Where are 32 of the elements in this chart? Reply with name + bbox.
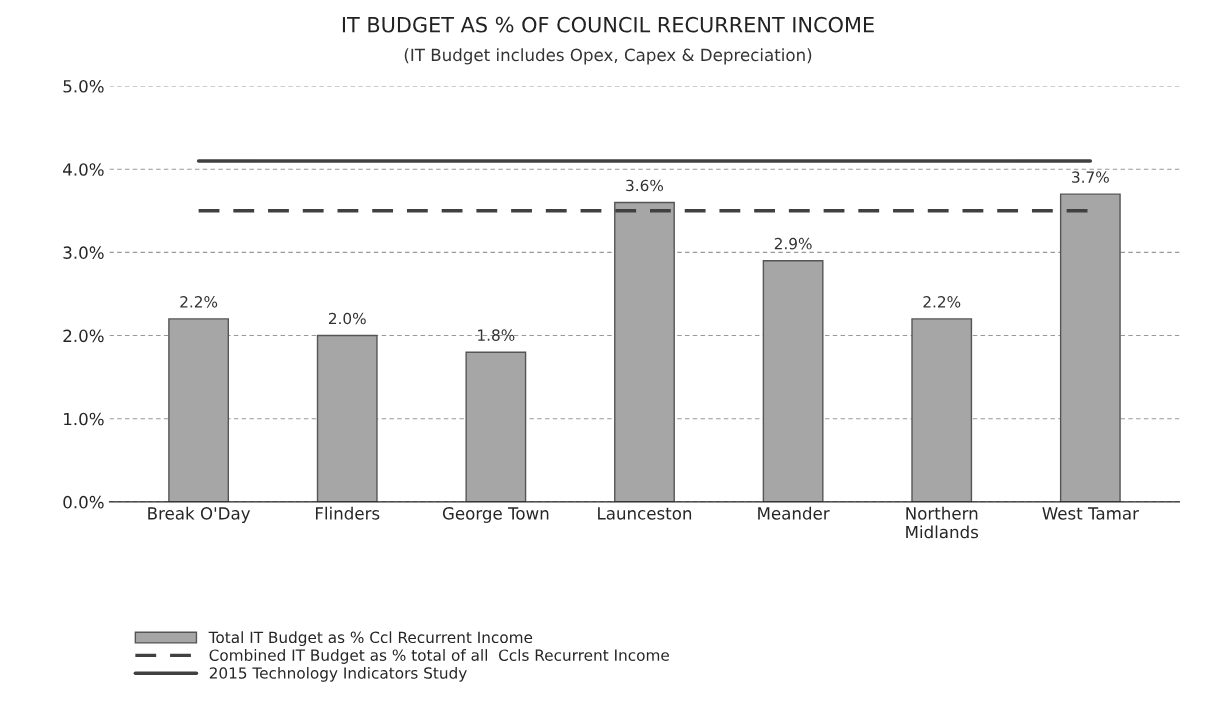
chart-title: IT BUDGET AS % OF COUNCIL RECURRENT INCOME [342, 16, 874, 33]
x-tick-label: Flinders [315, 506, 380, 520]
data-label: 2.2% [923, 296, 961, 308]
bar [911, 318, 973, 502]
bar [1059, 193, 1121, 502]
chart-subtitle: (IT Budget includes Opex, Capex & Depreciation) [404, 48, 812, 65]
y-tick-label: 0.0% [63, 495, 104, 509]
x-tick-label: Break O'Day [148, 506, 251, 523]
data-label: 3.6% [626, 179, 664, 192]
x-tick-label: George Town [442, 507, 549, 523]
bar [316, 334, 378, 502]
bar [762, 260, 824, 502]
data-label: 2.0% [328, 312, 366, 325]
x-tick-label: Northern Midlands [906, 506, 979, 539]
y-tick-label: 2.0% [63, 329, 104, 343]
y-tick-label: 4.0% [63, 163, 104, 176]
data-label: 1.8% [478, 329, 515, 341]
legend-label: 2015 Technology Indicators Study [209, 666, 467, 682]
x-tick-label: Meander [758, 506, 830, 520]
y-tick-label: 3.0% [63, 246, 104, 259]
x-tick-label: Launceston [598, 507, 692, 520]
bar [465, 351, 527, 502]
bar [168, 318, 230, 502]
data-label: 2.9% [774, 237, 812, 250]
y-tick-label: 5.0% [63, 80, 104, 93]
bar [614, 201, 675, 502]
legend-label: Total IT Budget as % Ccl Recurrent Income [208, 631, 533, 647]
data-label: 2.2% [180, 296, 218, 308]
y-tick-label: 1.0% [64, 412, 104, 426]
data-label: 3.7% [1072, 171, 1109, 183]
legend-label: Combined IT Budget as % total of all Ccls Recurrent Income [209, 649, 669, 664]
x-tick-label: West Tamar [1042, 507, 1139, 520]
